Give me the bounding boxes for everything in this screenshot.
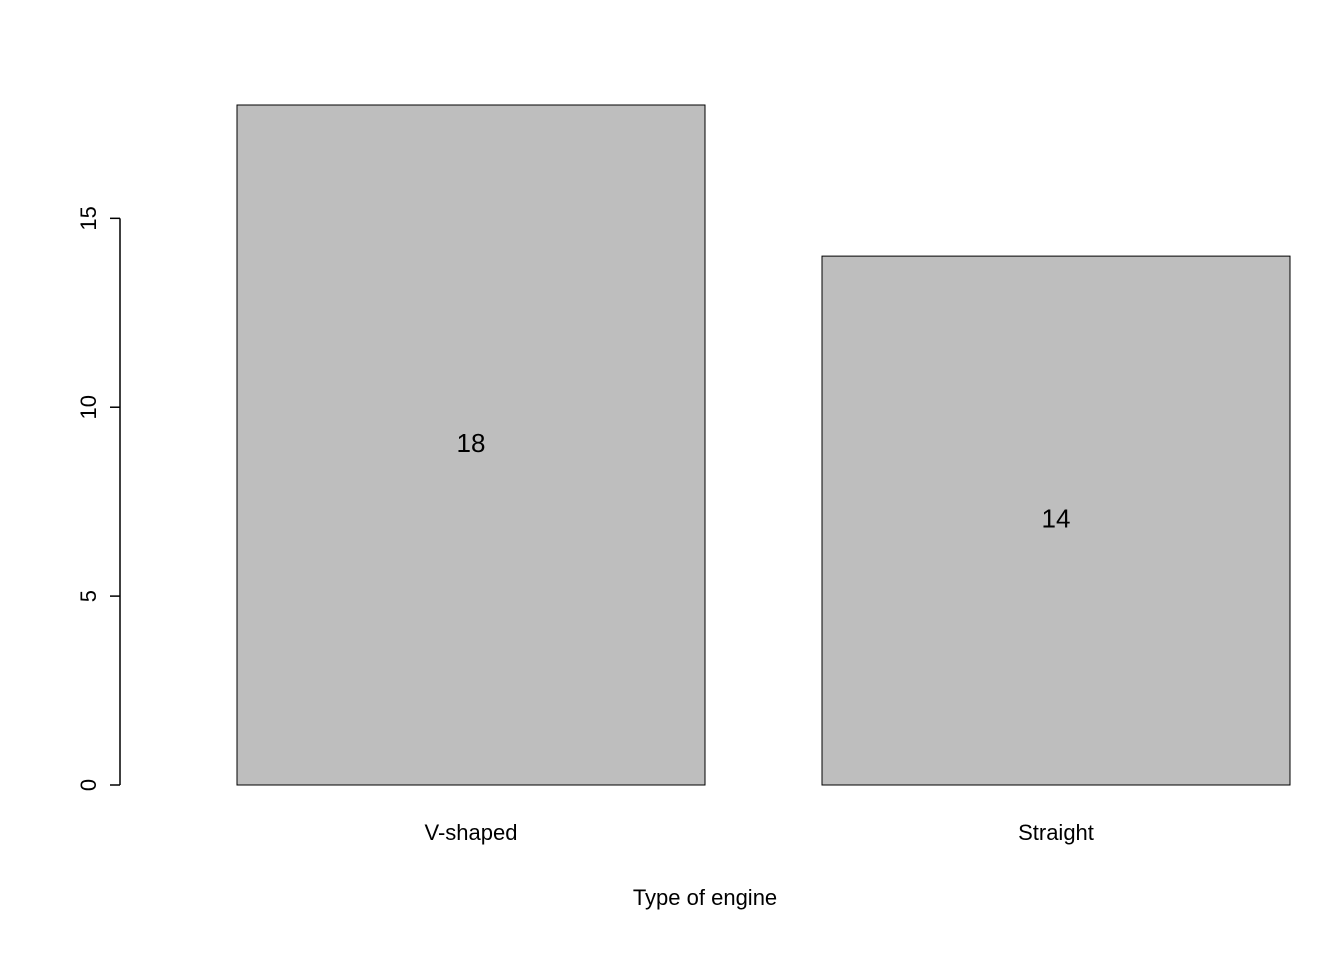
chart-svg: 18 V-shaped 14 Straight 0 5 10 15 Type of engine	[0, 0, 1344, 960]
bar-value-1: 14	[1042, 503, 1071, 533]
y-tick-label-1: 5	[76, 590, 101, 602]
bar-chart: 18 V-shaped 14 Straight 0 5 10 15 Type of engine	[0, 0, 1344, 960]
y-tick-label-3: 15	[76, 206, 101, 230]
y-tick-label-0: 0	[76, 779, 101, 791]
bar-value-0: 18	[457, 428, 486, 458]
y-tick-label-2: 10	[76, 395, 101, 419]
category-label-0: V-shaped	[425, 820, 518, 845]
x-axis-title: Type of engine	[633, 885, 777, 910]
category-label-1: Straight	[1018, 820, 1094, 845]
